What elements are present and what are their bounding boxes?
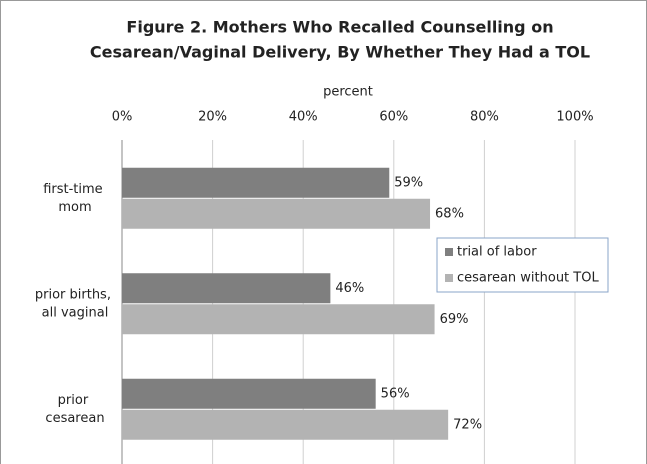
data-label: 68% [435, 206, 464, 221]
x-tick-label: 80% [470, 110, 499, 125]
x-tick-label: 0% [112, 110, 133, 125]
data-label: 69% [440, 312, 469, 327]
y-tick-label: prior cesarean [45, 392, 104, 425]
bar [122, 198, 431, 229]
x-tick-label: 60% [379, 110, 408, 125]
bar [122, 378, 376, 409]
bar [122, 409, 449, 440]
legend-swatch [445, 274, 453, 282]
legend-box [436, 237, 609, 293]
bar [122, 167, 390, 198]
data-label: 59% [394, 175, 423, 190]
chart-title: Cesarean/Vaginal Delivery, By Whether Th… [90, 43, 590, 62]
x-tick-label: 100% [556, 110, 593, 125]
axis-label: percent [323, 85, 373, 100]
x-tick-label: 40% [289, 110, 318, 125]
bar [122, 304, 435, 335]
y-tick-label: first-time mom [43, 181, 107, 214]
data-label: 72% [453, 417, 482, 432]
chart-title: Figure 2. Mothers Who Recalled Counselli… [126, 18, 553, 37]
y-tick-label: prior births, all vaginal [35, 287, 115, 320]
bar [122, 273, 331, 304]
legend-label: trial of labor [457, 245, 537, 260]
legend-label: cesarean without TOL [457, 271, 599, 286]
data-label: 46% [335, 281, 364, 296]
legend-swatch [445, 248, 453, 256]
data-label: 56% [381, 386, 410, 401]
x-tick-label: 20% [198, 110, 227, 125]
